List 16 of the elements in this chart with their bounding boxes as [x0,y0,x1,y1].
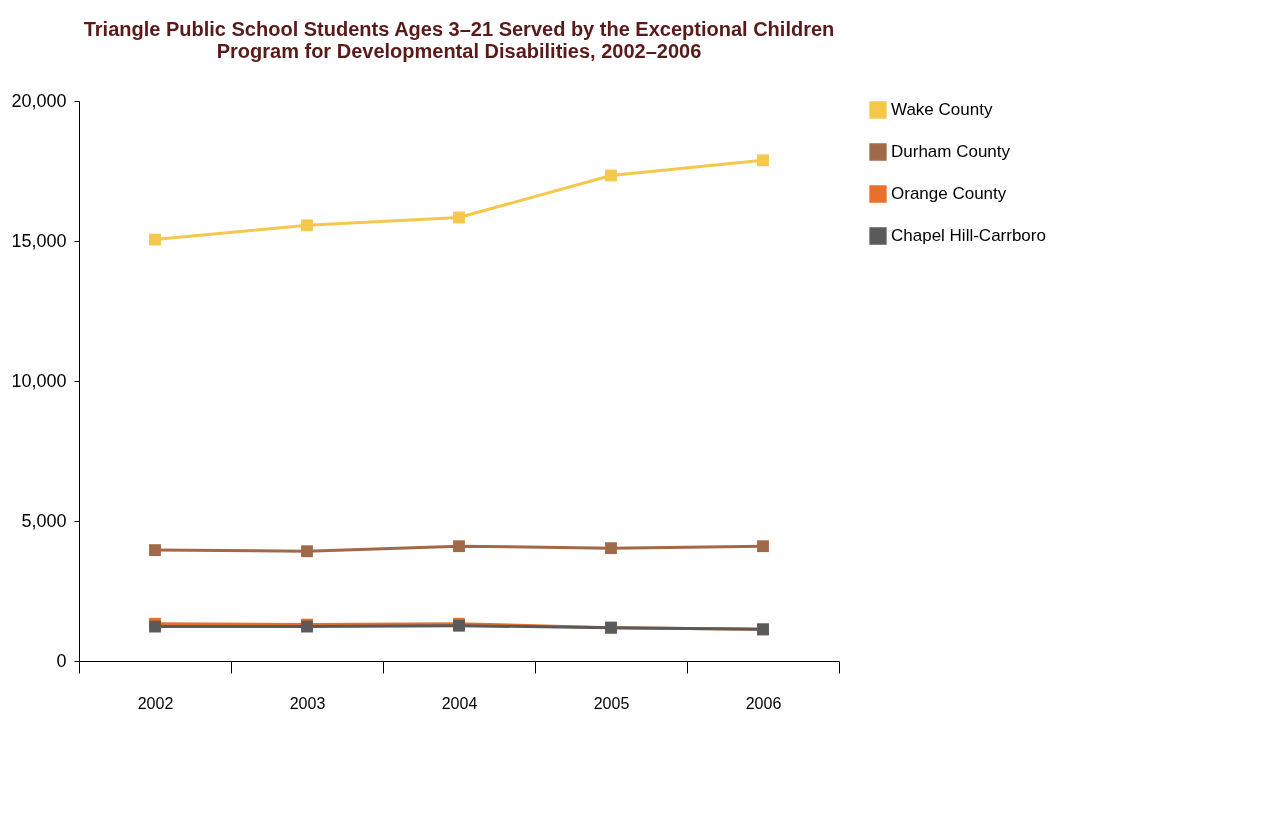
legend-label: Orange County [891,184,1007,203]
text: Program for Developmental Disabilities, 2002–2006 [216,40,702,62]
y-tick-label: 15,000 [11,230,67,251]
x-tick-label: 2002 [137,694,174,712]
legend-label: Chapel Hill-Carrboro [891,226,1046,245]
y-tick-label: 5,000 [21,510,67,531]
x-tick-label: 2003 [289,694,326,712]
legend-label: Wake County [891,100,993,119]
legend-label: Durham County [891,142,1011,161]
x-tick-label: 2005 [593,694,630,712]
y-tick-label: 10,000 [11,370,67,391]
text: Triangle Public School Students Ages 3–21 Served by the Exceptional Children [83,18,835,40]
x-tick-label: 2004 [441,694,478,712]
y-tick-label: 0 [56,650,67,671]
x-tick-label: 2006 [745,694,782,712]
y-tick-label: 20,000 [11,90,67,111]
